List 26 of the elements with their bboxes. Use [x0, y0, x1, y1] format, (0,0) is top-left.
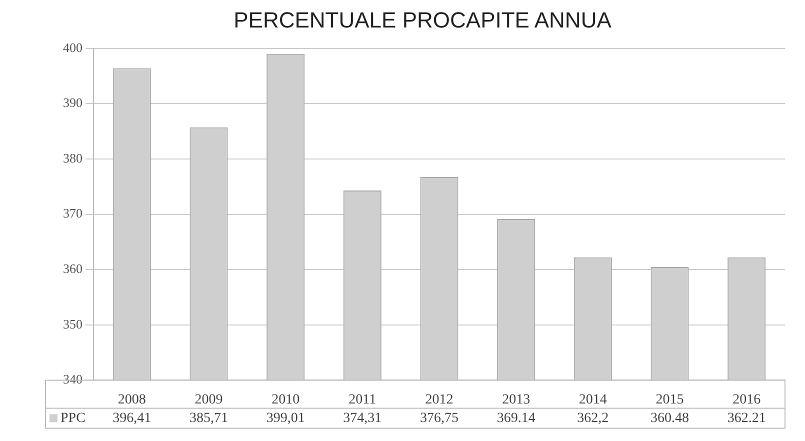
- x-tick-label: 2012: [425, 392, 454, 408]
- data-label: 399,01: [266, 410, 305, 426]
- x-tick-label: 2008: [118, 392, 146, 408]
- x-tick-label: 2016: [732, 392, 761, 408]
- legend-label: PPC: [60, 410, 86, 426]
- x-tick-label: 2013: [502, 392, 530, 408]
- data-label: 369.14: [496, 410, 536, 426]
- data-label: 360.48: [650, 410, 689, 426]
- x-tick-label: 2014: [578, 392, 607, 408]
- data-label: 385,71: [190, 410, 228, 426]
- data-label: 362,2: [577, 410, 609, 426]
- y-tick-label: 390: [63, 95, 82, 110]
- y-tick-label: 400: [63, 40, 82, 55]
- data-label: 374,31: [343, 410, 382, 426]
- y-tick-label: 380: [63, 150, 82, 166]
- data-label: 362.21: [727, 410, 766, 426]
- y-tick-label: 360: [63, 261, 82, 276]
- x-tick-label: 2009: [194, 392, 223, 408]
- y-tick-label: 350: [63, 316, 82, 332]
- y-tick-label: 370: [63, 206, 82, 221]
- data-label: 396,41: [112, 410, 152, 426]
- x-tick-label: 2011: [348, 392, 376, 408]
- x-tick-label: 2010: [272, 392, 300, 408]
- chart-title: PERCENTUALE PROCAPITE ANNUA: [234, 7, 612, 32]
- data-label: 376,75: [420, 410, 458, 426]
- x-tick-label: 2015: [656, 392, 684, 408]
